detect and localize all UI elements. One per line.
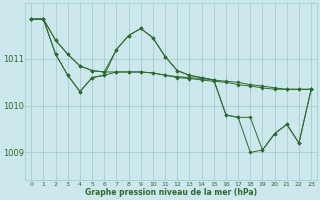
X-axis label: Graphe pression niveau de la mer (hPa): Graphe pression niveau de la mer (hPa) <box>85 188 257 197</box>
